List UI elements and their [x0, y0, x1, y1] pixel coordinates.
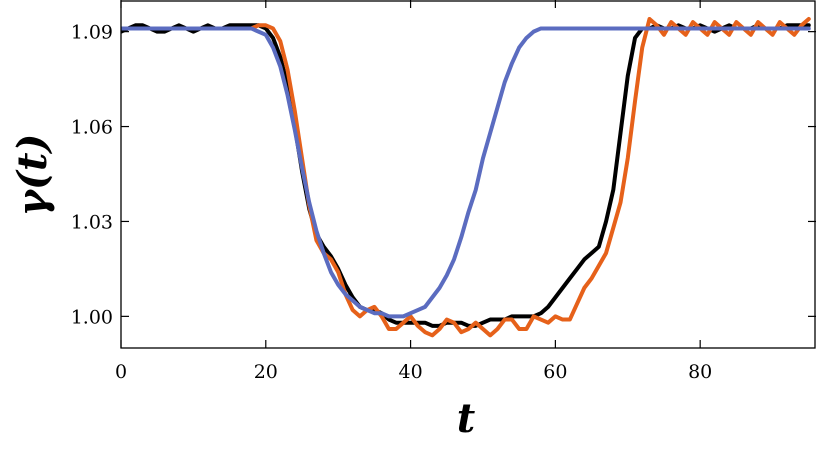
plot-area: [121, 16, 811, 338]
x-tick-label: 60: [543, 361, 567, 383]
x-tick-label: 0: [115, 361, 127, 383]
x-tick-label: 20: [254, 361, 278, 383]
y-tick-label: 1.06: [71, 117, 113, 139]
y-tick-label: 1.00: [71, 306, 113, 328]
data-line: [121, 16, 811, 338]
y-tick-label: 1.09: [71, 22, 113, 44]
x-axis-label: t: [457, 395, 476, 442]
data-line: [121, 23, 811, 328]
y-axis-label: γ(t): [9, 134, 56, 217]
y-tick-label: 1.03: [71, 211, 113, 233]
x-tick-label: 40: [398, 361, 422, 383]
axes-frame: [120, 0, 816, 349]
x-tick-label: 80: [688, 361, 712, 383]
data-line: [121, 26, 811, 319]
